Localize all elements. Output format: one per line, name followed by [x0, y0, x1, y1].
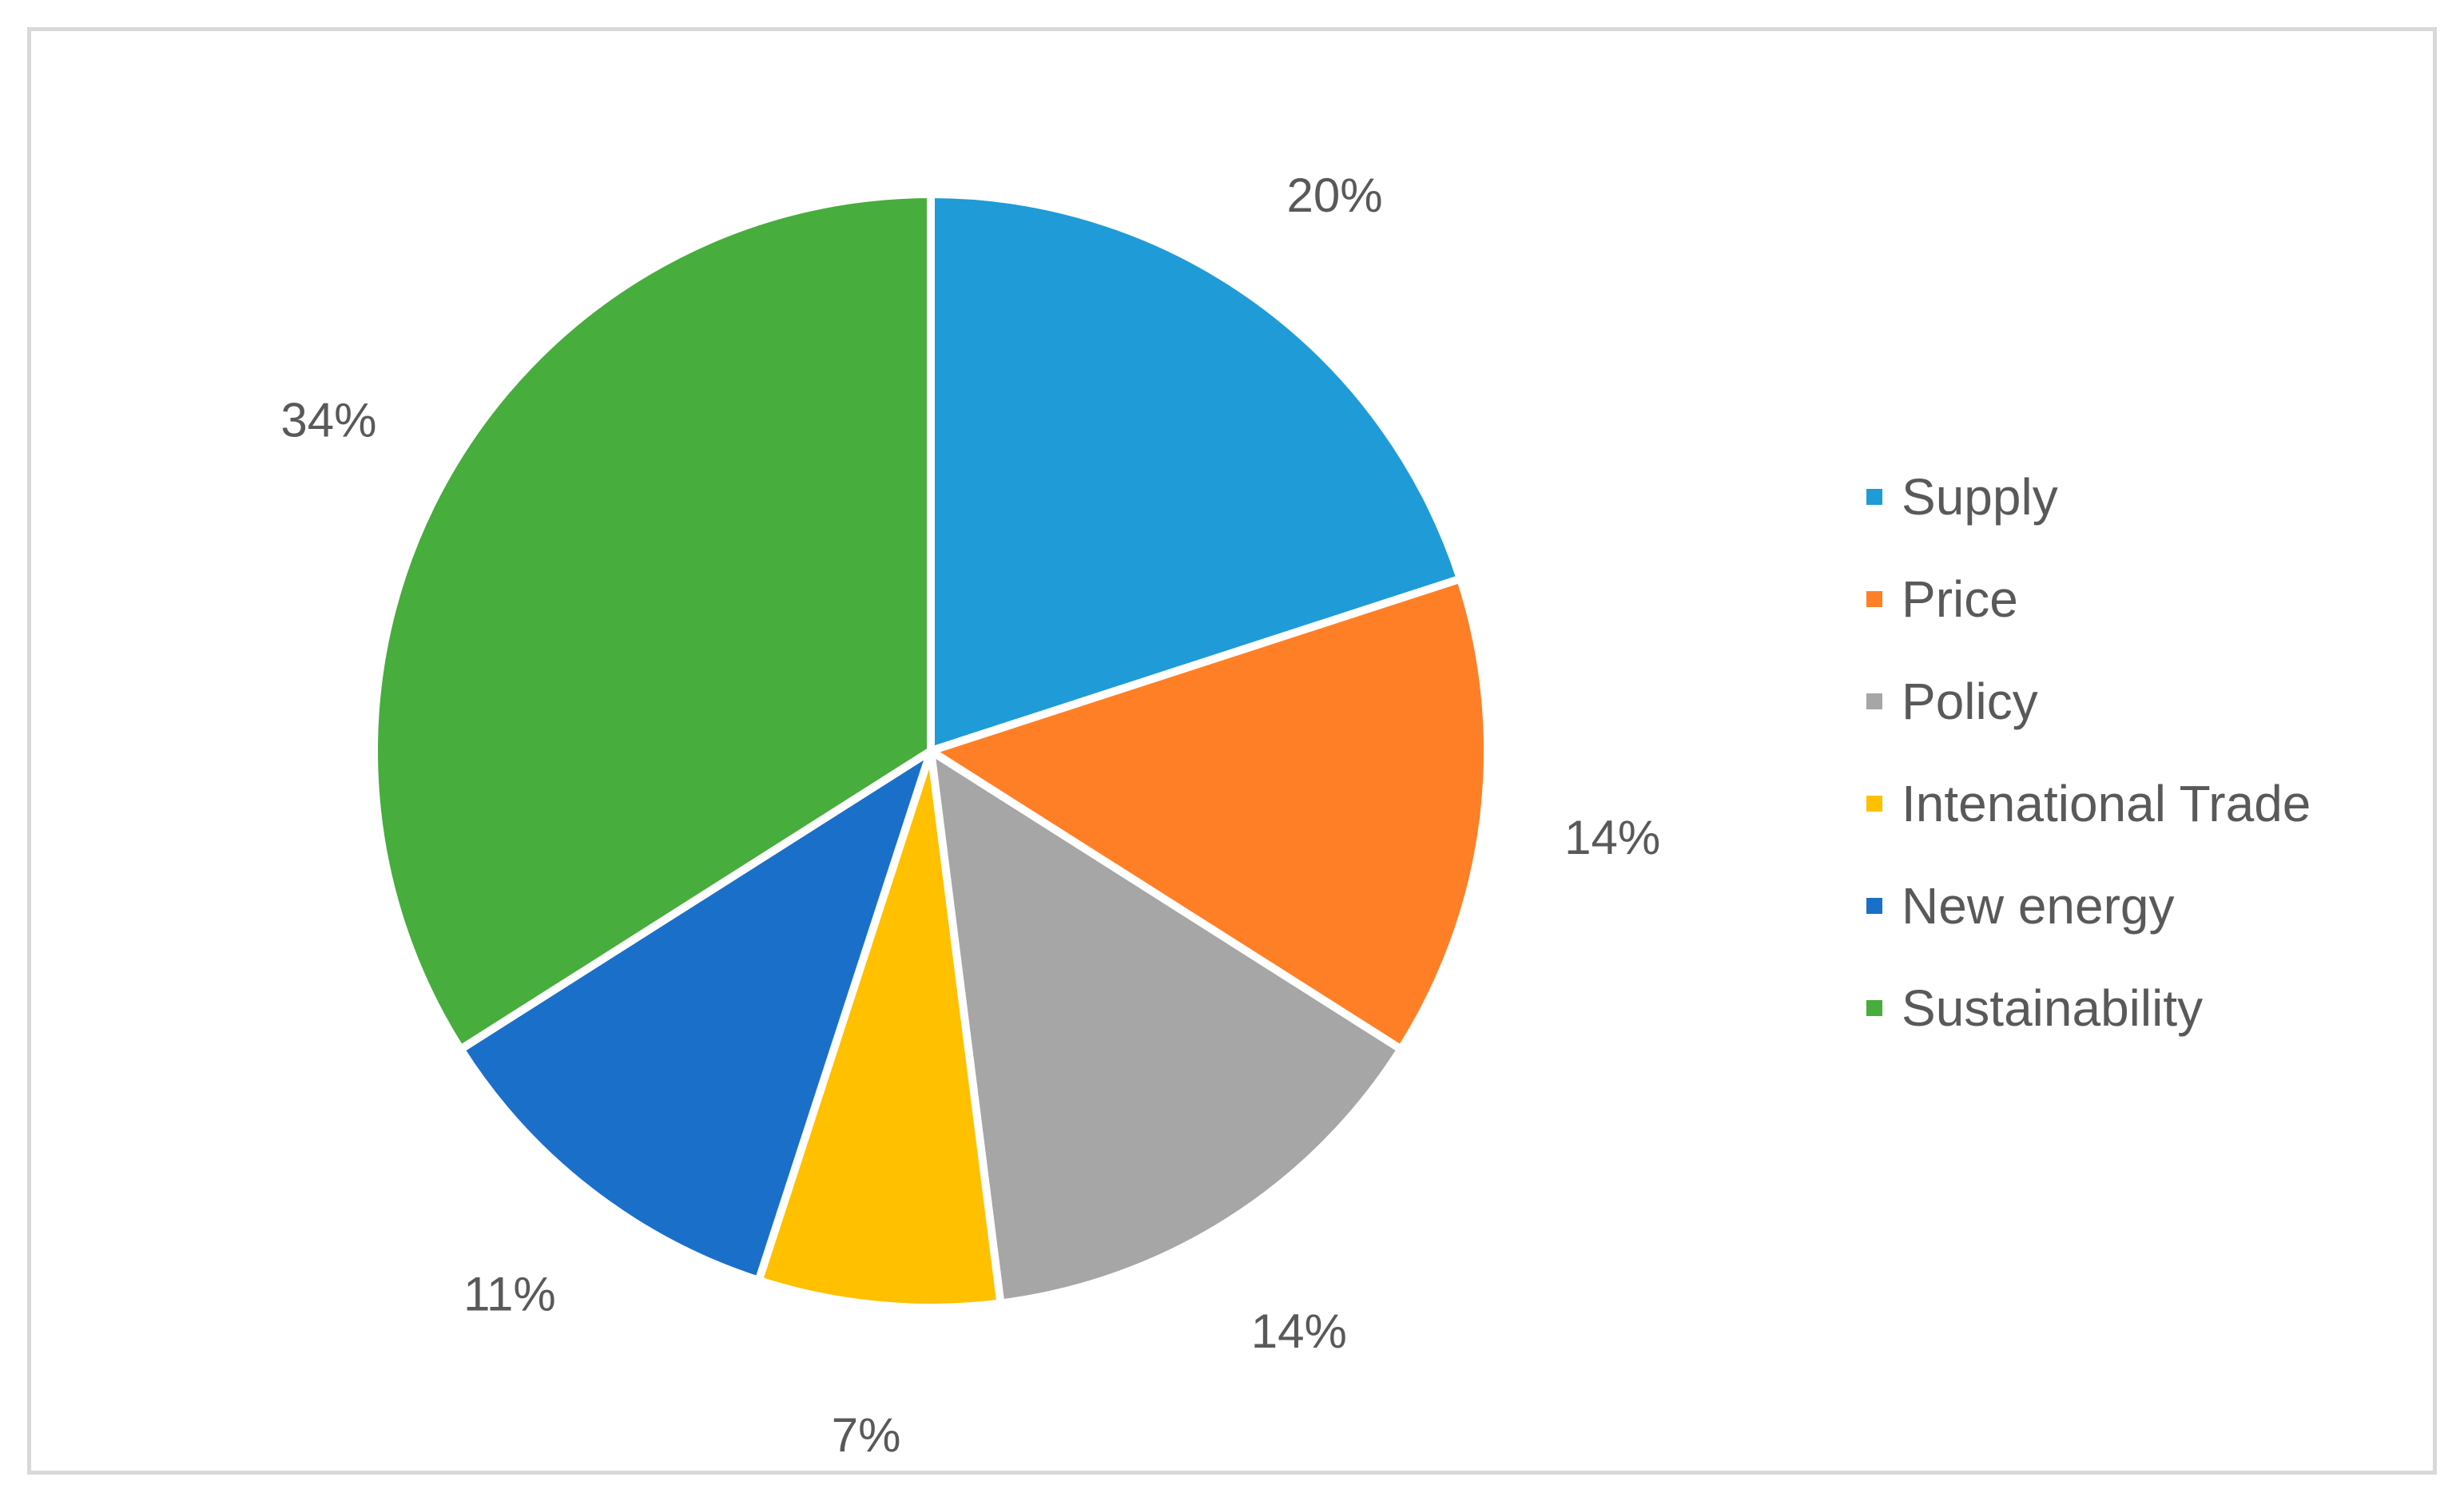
legend-item-policy: Policy — [1866, 673, 2038, 730]
legend-item-intenational-trade: Intenational Trade — [1866, 775, 2311, 832]
slice-supply — [927, 190, 1464, 755]
data-label-new-energy: 11% — [463, 1268, 556, 1321]
legend-item-supply: Supply — [1866, 468, 2058, 526]
legend-label-price: Price — [1902, 570, 2018, 628]
legend-label-supply: Supply — [1902, 468, 2058, 526]
data-label-sustainability: 34% — [280, 394, 376, 447]
legend-label-sustainability: Sustainability — [1902, 979, 2203, 1037]
legend-label-new-energy: New energy — [1902, 877, 2175, 935]
legend-swatch-price — [1866, 591, 1882, 607]
data-label-price: 14% — [1564, 811, 1660, 864]
legend-swatch-sustainability — [1866, 1000, 1882, 1016]
pie-slices — [369, 190, 1492, 1312]
pie-data-labels: 20% 14% 14% 7% 11% 34% — [280, 169, 1660, 1462]
data-label-intenational-trade: 7% — [832, 1408, 901, 1462]
data-label-policy: 14% — [1251, 1304, 1347, 1358]
legend-swatch-supply — [1866, 489, 1882, 505]
data-label-supply: 20% — [1286, 169, 1382, 222]
legend-item-price: Price — [1866, 570, 2018, 628]
slice-sustainability — [369, 190, 935, 1054]
slice-policy — [927, 747, 1405, 1308]
legend: Supply Price Policy Intenational Trade New e… — [1866, 468, 2311, 1037]
legend-item-new-energy: New energy — [1866, 877, 2175, 935]
legend-item-sustainability: Sustainability — [1866, 979, 2203, 1037]
slice-intenational-trade — [754, 747, 1005, 1312]
legend-label-policy: Policy — [1902, 673, 2038, 730]
legend-swatch-policy — [1866, 693, 1882, 709]
slice-new-energy — [456, 747, 935, 1285]
legend-swatch-new-energy — [1866, 898, 1882, 914]
legend-swatch-intenational-trade — [1866, 796, 1882, 812]
legend-label-intenational-trade: Intenational Trade — [1902, 775, 2311, 832]
slice-price — [927, 574, 1492, 1054]
